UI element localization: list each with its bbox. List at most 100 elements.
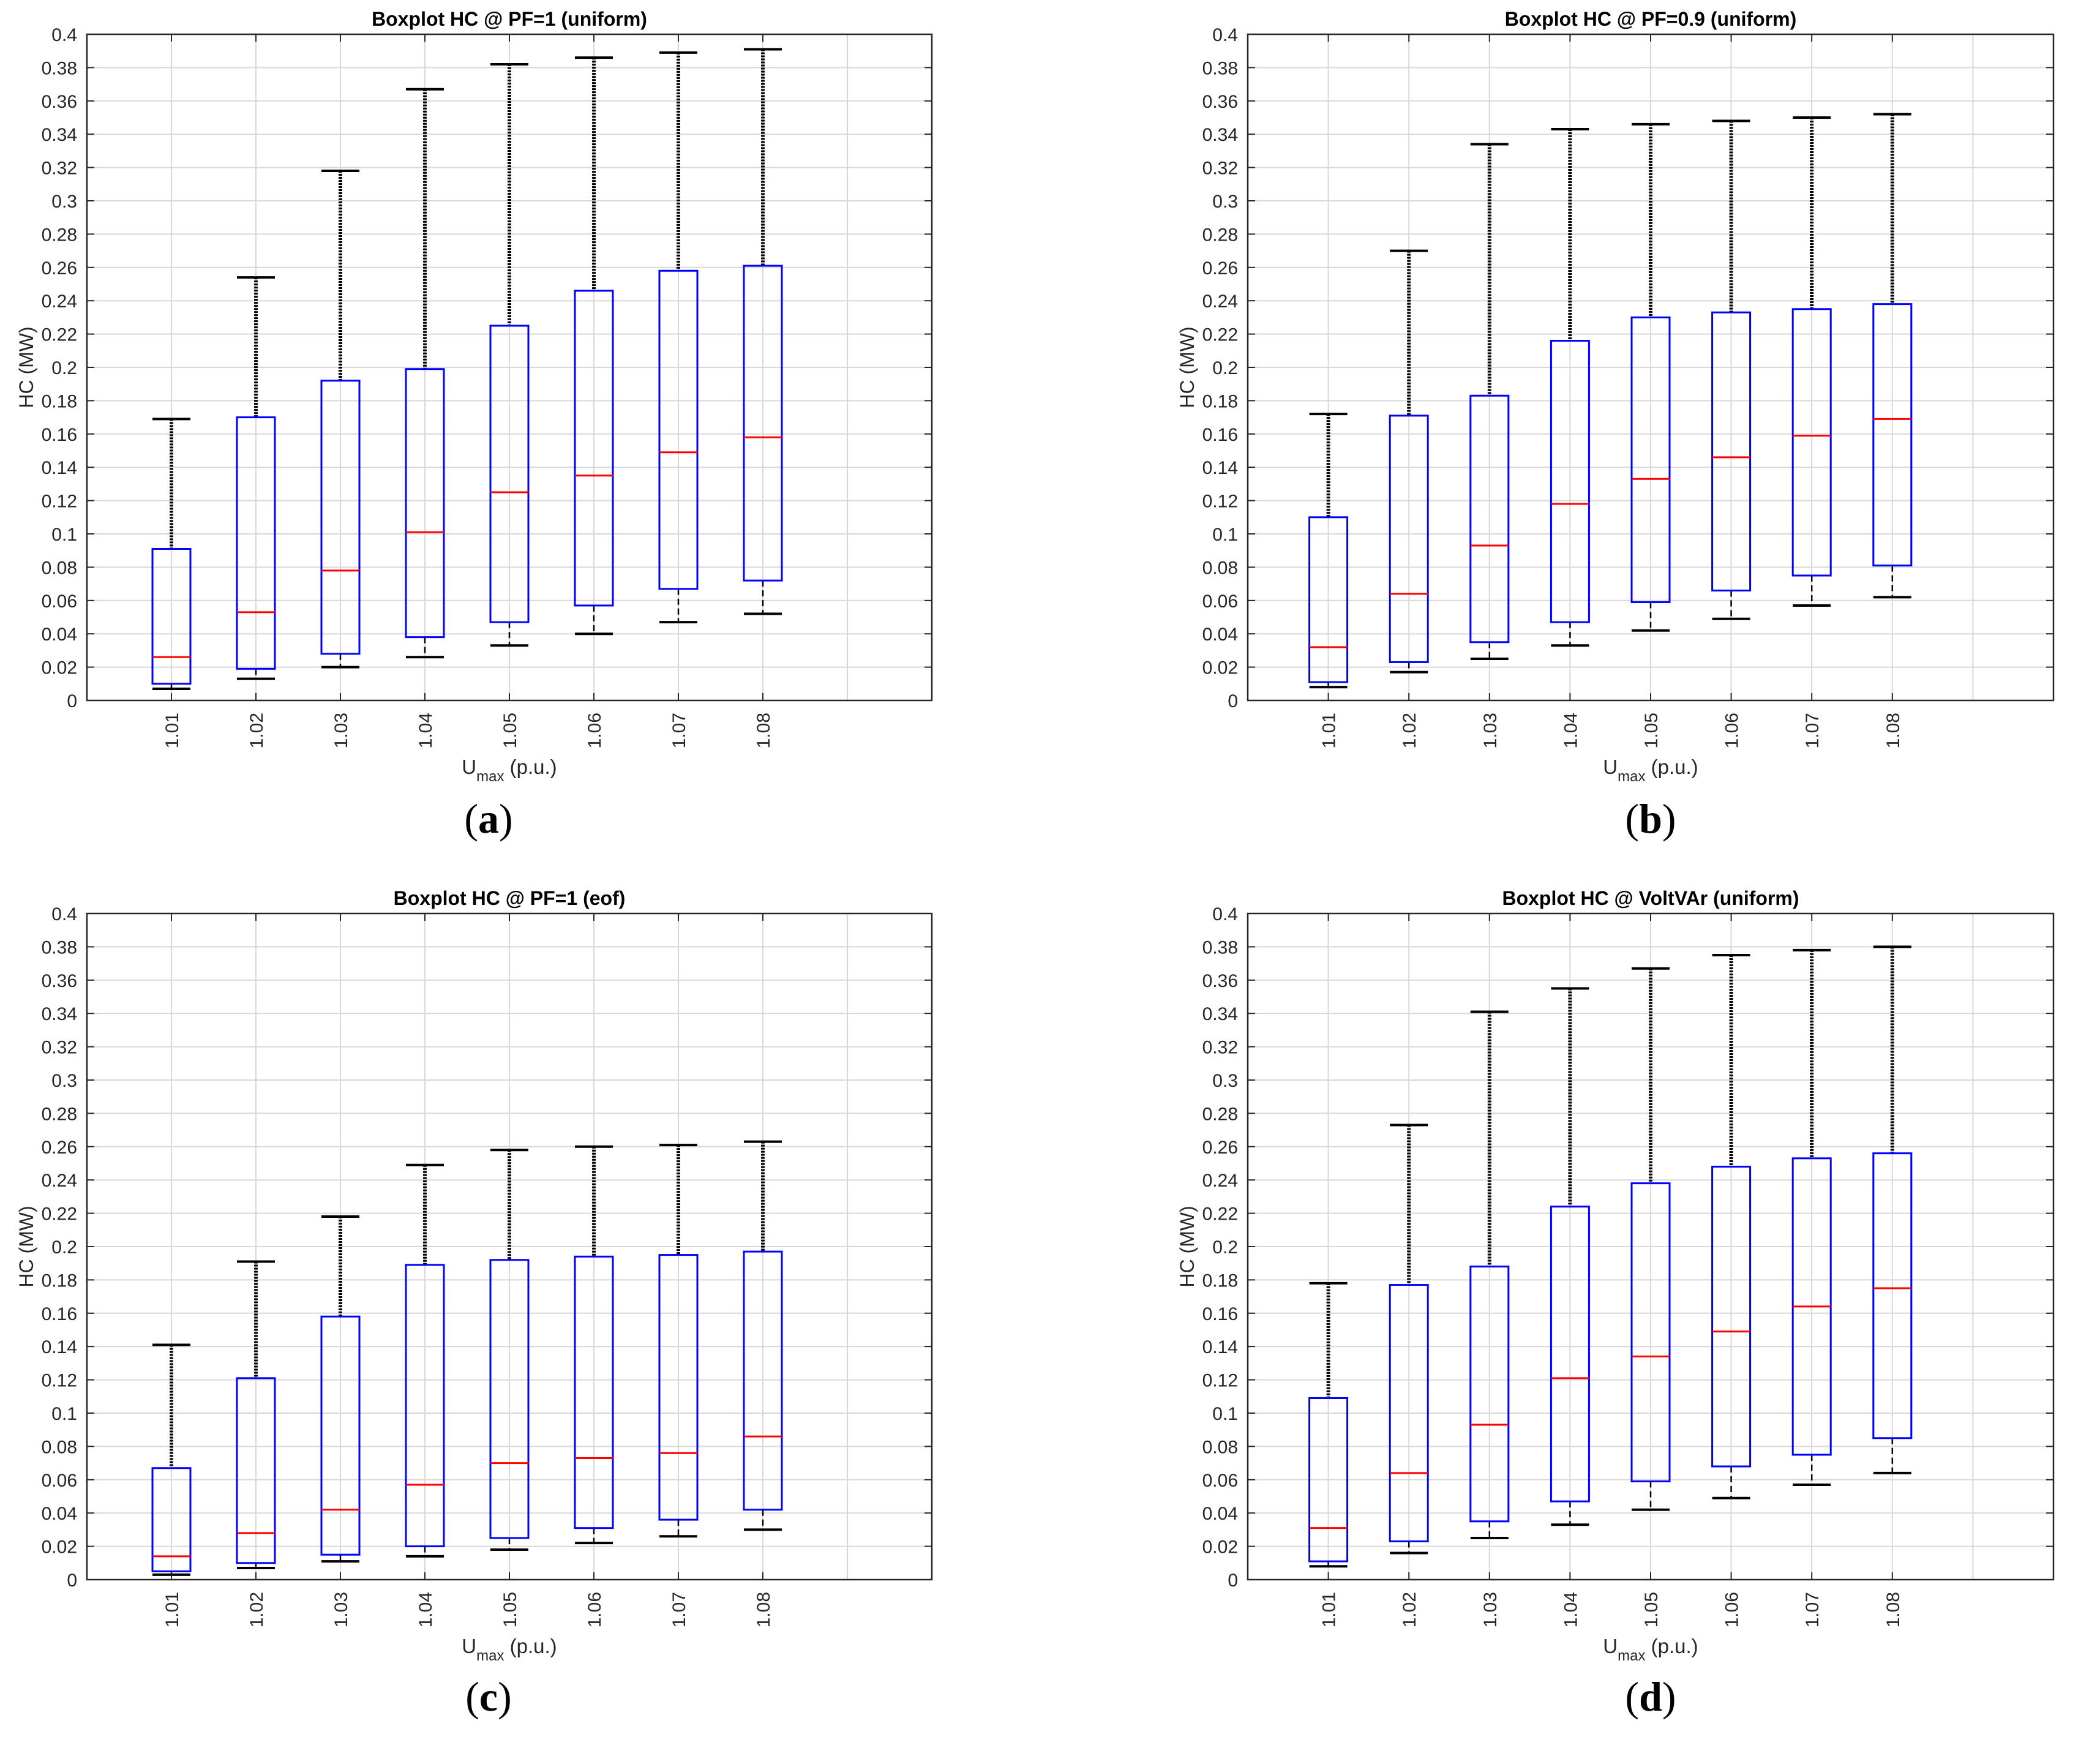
y-tick-label: 0.08 (42, 1437, 77, 1457)
box-1.06 (574, 56, 614, 636)
box-1.04 (1550, 128, 1590, 647)
y-tick-label: 0 (1228, 1570, 1238, 1591)
iqr-box (574, 1255, 614, 1529)
box-1.04 (1550, 987, 1590, 1526)
iqr-box (658, 1254, 699, 1521)
panel-a: 0 0.02 0.04 0.06 0.08 0.1 0.12 0.14 0.16 0.18 0.2 0… (15, 8, 933, 785)
iqr-box (1469, 394, 1510, 643)
box-1.07 (1791, 948, 1832, 1486)
box-1.01 (1308, 413, 1349, 689)
chart-title: Boxplot HC @ PF=1 (eof) (394, 887, 626, 909)
panel-b: 0 0.02 0.04 0.06 0.08 0.1 0.12 0.14 0.16 0.18 0.2 0… (1176, 8, 2055, 785)
y-tick-label: 0.14 (1202, 458, 1238, 478)
y-tick-label: 0.4 (1212, 25, 1238, 45)
x-tick-label: 1.07 (669, 1592, 689, 1627)
y-tick-label: 0.36 (1202, 971, 1238, 991)
y-tick-label: 0.24 (42, 291, 77, 312)
y-tick-label: 0.12 (1202, 1371, 1238, 1391)
x-tick-label: 1.04 (416, 713, 436, 748)
box-1.08 (743, 1140, 783, 1531)
x-tick-label: 1.06 (1722, 713, 1742, 748)
box-1.08 (1872, 945, 1913, 1474)
box-1.02 (1389, 1124, 1429, 1555)
iqr-box (151, 1467, 192, 1572)
x-label-main: U (1603, 1635, 1618, 1657)
y-tick-label: 0.16 (42, 1304, 77, 1324)
box-1.07 (658, 1144, 699, 1538)
y-tick-label: 0 (67, 1570, 77, 1591)
y-tick-label: 0.32 (42, 1038, 77, 1058)
box-1.02 (236, 1260, 276, 1569)
x-tick-label: 1.04 (1561, 1592, 1581, 1627)
x-label-main: U (1603, 756, 1618, 778)
iqr-box (405, 368, 445, 639)
box-1.07 (658, 51, 699, 624)
panel-d: 0 0.02 0.04 0.06 0.08 0.1 0.12 0.14 0.16 0.18 0.2 0… (1176, 887, 2055, 1664)
y-tick-label: 0.08 (1202, 1437, 1238, 1457)
box-1.03 (1469, 1010, 1510, 1539)
y-tick-label: 0.18 (1202, 391, 1238, 411)
y-tick-label: 0.04 (42, 1504, 77, 1524)
x-tick-label: 1.03 (331, 713, 351, 748)
y-tick-label: 0.02 (1202, 658, 1238, 678)
y-tick-label: 0.1 (51, 525, 77, 545)
iqr-box (236, 416, 276, 670)
box-1.06 (1711, 119, 1752, 620)
panel-a-caption: (a) (464, 795, 513, 842)
y-tick-label: 0.34 (42, 1004, 77, 1024)
y-tick-label: 0.36 (42, 92, 77, 112)
iqr-box (658, 269, 699, 590)
y-tick-label: 0.06 (42, 1471, 77, 1491)
y-tick-label: 0.34 (1202, 125, 1238, 145)
x-label-subscript: max (1618, 768, 1645, 785)
iqr-box (1469, 1266, 1510, 1523)
y-tick-label: 0.38 (1202, 937, 1238, 958)
x-label-main: U (462, 1635, 476, 1657)
y-tick-label: 0.14 (1202, 1337, 1238, 1357)
chart-title: Boxplot HC @ PF=0.9 (uniform) (1505, 8, 1797, 30)
iqr-box (1872, 303, 1913, 567)
x-tick-label: 1.04 (1561, 713, 1581, 748)
x-tick-label: 1.07 (669, 713, 689, 748)
y-tick-label: 0.06 (42, 591, 77, 612)
box-1.08 (1872, 113, 1913, 599)
x-axis-label: Umax (p.u.) (462, 756, 557, 785)
y-tick-label: 0.38 (1202, 58, 1238, 78)
y-tick-label: 0.32 (1202, 1038, 1238, 1058)
y-tick-label: 0.2 (1212, 358, 1238, 378)
x-label-unit: (p.u.) (504, 756, 557, 778)
y-tick-label: 0.08 (1202, 558, 1238, 578)
x-tick-label: 1.05 (1641, 1592, 1662, 1627)
iqr-box (1550, 1206, 1590, 1503)
iqr-box (405, 1264, 445, 1548)
iqr-box (1550, 339, 1590, 623)
y-axis-label: HC (MW) (1176, 1206, 1198, 1287)
x-tick-label: 1.06 (585, 1592, 605, 1627)
y-tick-label: 0.3 (51, 192, 77, 212)
x-tick-label: 1.05 (500, 1592, 520, 1627)
panel-d-caption: (d) (1625, 1673, 1676, 1720)
y-tick-label: 0 (67, 691, 77, 711)
box-1.05 (1630, 967, 1671, 1511)
y-tick-label: 0.3 (1212, 1071, 1238, 1091)
x-tick-label: 1.03 (331, 1592, 351, 1627)
iqr-box (1389, 1284, 1429, 1542)
box-1.05 (489, 62, 530, 647)
y-tick-label: 0.16 (1202, 425, 1238, 445)
iqr-box (320, 380, 361, 655)
x-label-unit: (p.u.) (504, 1635, 557, 1657)
y-tick-label: 0 (1228, 691, 1238, 711)
y-tick-label: 0.36 (1202, 92, 1238, 112)
x-tick-label: 1.08 (754, 1592, 774, 1627)
x-axis-label: Umax (p.u.) (1603, 756, 1698, 785)
y-tick-label: 0.2 (51, 1237, 77, 1258)
y-tick-label: 0.34 (42, 125, 77, 145)
box-1.08 (743, 48, 783, 615)
iqr-box (1630, 316, 1671, 604)
panel-b-caption: (b) (1625, 795, 1676, 842)
x-tick-label: 1.07 (1802, 713, 1823, 748)
y-tick-label: 0.22 (1202, 1204, 1238, 1225)
y-tick-label: 0.4 (1212, 904, 1238, 925)
x-label-main: U (462, 756, 476, 778)
iqr-box (1308, 516, 1349, 683)
